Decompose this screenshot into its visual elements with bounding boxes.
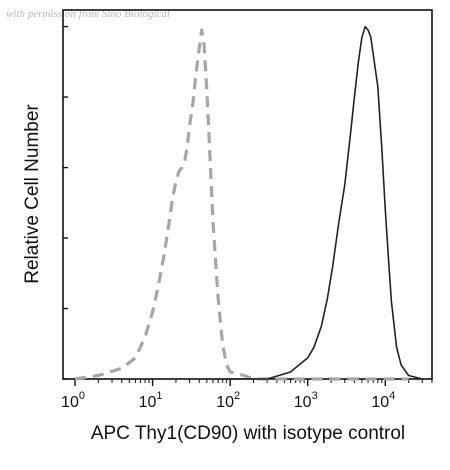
- x-tick-label-2: 102: [216, 390, 240, 411]
- x-tick-label-0: 100: [61, 390, 85, 411]
- thy1-stained-curve: [230, 25, 423, 380]
- x-tick-exponent: 0: [79, 390, 85, 402]
- x-axis-ticks: [74, 379, 433, 386]
- x-axis-title: APC Thy1(CD90) with isotype control: [91, 423, 405, 444]
- plot-frame: [62, 9, 433, 380]
- x-tick-exponent: 2: [234, 390, 240, 402]
- y-axis-ticks: [63, 25, 68, 380]
- isotype-control-curve: [74, 28, 409, 381]
- x-tick-base: 10: [216, 394, 234, 411]
- x-tick-label-4: 104: [371, 390, 395, 411]
- x-tick-base: 10: [371, 394, 389, 411]
- x-tick-label-1: 101: [139, 390, 163, 411]
- x-axis-tick-labels: 100 101 102 103 104: [61, 390, 395, 411]
- x-tick-exponent: 4: [389, 390, 395, 402]
- x-tick-exponent: 3: [312, 390, 318, 402]
- y-axis-title: Relative Cell Number: [22, 104, 43, 284]
- x-tick-label-3: 103: [294, 390, 318, 411]
- x-tick-base: 10: [61, 394, 79, 411]
- watermark-text: with permission from Sino Biological: [6, 8, 170, 20]
- x-tick-exponent: 1: [156, 390, 162, 402]
- x-tick-base: 10: [139, 394, 157, 411]
- x-tick-base: 10: [294, 394, 312, 411]
- series-layer: [74, 25, 423, 381]
